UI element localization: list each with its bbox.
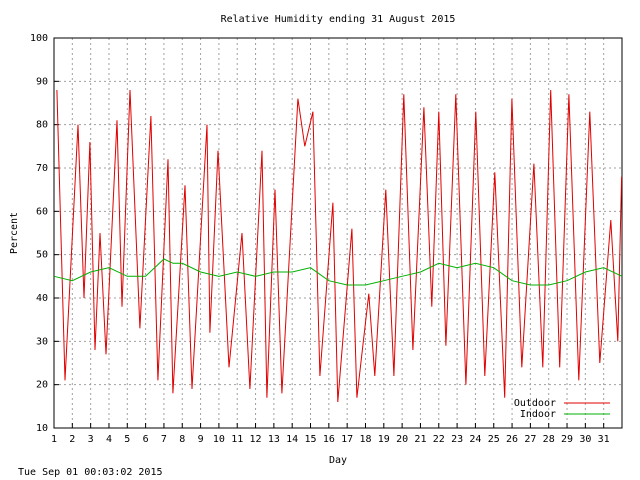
y-tick-label: 80 xyxy=(36,120,48,131)
y-tick-label: 20 xyxy=(36,380,48,391)
x-tick-label: 20 xyxy=(396,434,408,445)
x-tick-label: 22 xyxy=(433,434,445,445)
timestamp: Tue Sep 01 00:03:02 2015 xyxy=(18,467,163,478)
x-tick-label: 7 xyxy=(161,434,167,445)
y-tick-label: 60 xyxy=(36,206,48,217)
x-axis-label: Day xyxy=(329,455,347,466)
legend-label: Outdoor xyxy=(514,398,556,409)
x-tick-label: 6 xyxy=(143,434,149,445)
x-tick-label: 31 xyxy=(598,434,610,445)
x-tick-label: 14 xyxy=(286,434,298,445)
x-tick-label: 18 xyxy=(359,434,371,445)
y-tick-label: 10 xyxy=(36,423,48,434)
y-axis-label: Percent xyxy=(9,212,20,254)
y-tick-label: 30 xyxy=(36,336,48,347)
x-tick-label: 2 xyxy=(69,434,75,445)
x-tick-label: 1 xyxy=(51,434,57,445)
x-tick-label: 26 xyxy=(506,434,518,445)
x-tick-label: 21 xyxy=(414,434,426,445)
y-tick-label: 50 xyxy=(36,250,48,261)
x-tick-label: 10 xyxy=(213,434,225,445)
x-tick-label: 23 xyxy=(451,434,463,445)
chart-title: Relative Humidity ending 31 August 2015 xyxy=(221,14,456,25)
x-tick-label: 13 xyxy=(268,434,280,445)
y-tick-label: 90 xyxy=(36,76,48,87)
x-tick-label: 4 xyxy=(106,434,112,445)
x-tick-label: 5 xyxy=(124,434,130,445)
x-tick-label: 9 xyxy=(198,434,204,445)
series-line xyxy=(56,89,623,403)
x-tick-label: 8 xyxy=(179,434,185,445)
plot-frame xyxy=(53,37,623,429)
x-tick-label: 3 xyxy=(88,434,94,445)
x-tick-label: 19 xyxy=(378,434,390,445)
x-tick-label: 17 xyxy=(341,434,353,445)
series-line xyxy=(53,258,623,286)
x-tick-label: 25 xyxy=(488,434,500,445)
legend-label: Indoor xyxy=(520,409,556,420)
y-tick-label: 40 xyxy=(36,293,48,304)
y-tick-label: 100 xyxy=(30,33,48,44)
x-tick-label: 30 xyxy=(579,434,591,445)
x-tick-label: 28 xyxy=(543,434,555,445)
x-tick-label: 27 xyxy=(524,434,536,445)
x-tick-label: 24 xyxy=(469,434,481,445)
x-tick-label: 15 xyxy=(304,434,316,445)
x-tick-label: 12 xyxy=(250,434,262,445)
x-tick-label: 11 xyxy=(231,434,243,445)
x-tick-label: 16 xyxy=(323,434,335,445)
x-tick-label: 29 xyxy=(561,434,573,445)
y-tick-label: 70 xyxy=(36,163,48,174)
